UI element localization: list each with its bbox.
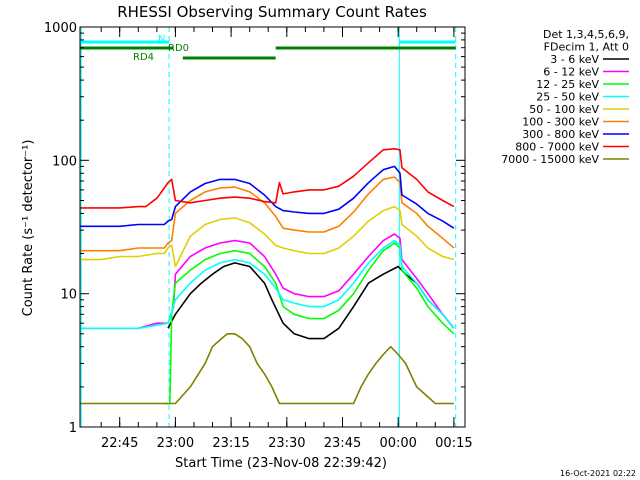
x-axis: 22:45 23:00 23:15 23:30 23:45 00:00 00:15 <box>100 27 473 451</box>
legend-label-7: 800 - 7000 keV <box>515 141 599 154</box>
series-line-5 <box>80 176 455 252</box>
x-tick-label: 22:45 <box>101 436 138 451</box>
y-tick-label: 100 <box>52 154 77 169</box>
legend-label-4: 50 - 100 keV <box>529 103 599 116</box>
legend-label-6: 300 - 800 keV <box>522 128 599 141</box>
legend-label-5: 100 - 300 keV <box>522 116 599 129</box>
series-line-6 <box>80 165 455 229</box>
legend-header-line: FDecim 1, Att 0 <box>544 41 629 54</box>
y-tick-label: 1 <box>69 421 77 436</box>
x-tick-label: 23:30 <box>268 436 305 451</box>
legend-label-2: 12 - 25 keV <box>536 78 599 91</box>
y-tick-label: 1000 <box>44 21 77 36</box>
flag-label-rd4: RD4 <box>133 52 154 63</box>
series-line-0 <box>167 262 455 340</box>
y-tick-label: 10 <box>60 288 77 303</box>
flag-label-n: N <box>158 34 165 45</box>
footer-timestamp: 16-Oct-2021 02:22 <box>560 469 636 478</box>
x-tick-label: 00:00 <box>379 436 416 451</box>
legend-label-1: 6 - 12 keV <box>543 66 599 79</box>
legend-label-3: 25 - 50 keV <box>536 91 599 104</box>
x-tick-label: 23:45 <box>324 436 361 451</box>
x-tick-label: 00:15 <box>435 436 472 451</box>
series-line-7 <box>80 148 455 209</box>
legend-label-8: 7000 - 15000 keV <box>501 153 599 166</box>
series-line-2 <box>164 242 455 405</box>
x-tick-label: 23:15 <box>212 436 249 451</box>
legend-label-0: 3 - 6 keV <box>550 53 599 66</box>
y-axis: 1 10 100 1000 <box>44 21 465 436</box>
chart-title: RHESSI Observing Summary Count Rates <box>117 3 427 21</box>
plot-frame <box>79 26 466 428</box>
series-line-8 <box>80 332 454 405</box>
series-line-4 <box>80 205 455 268</box>
flag-label-rd0: RD0 <box>168 43 189 54</box>
legend: Det 1,3,4,5,6,9,FDecim 1, Att 03 - 6 keV… <box>501 28 629 166</box>
legend-header-line: Det 1,3,4,5,6,9, <box>543 28 629 41</box>
y-axis-label: Count Rate (s⁻¹ detector⁻¹) <box>21 140 36 317</box>
x-axis-label: Start Time (23-Nov-08 22:39:42) <box>175 456 387 471</box>
series-line-3 <box>80 239 455 330</box>
x-tick-label: 23:00 <box>157 436 194 451</box>
